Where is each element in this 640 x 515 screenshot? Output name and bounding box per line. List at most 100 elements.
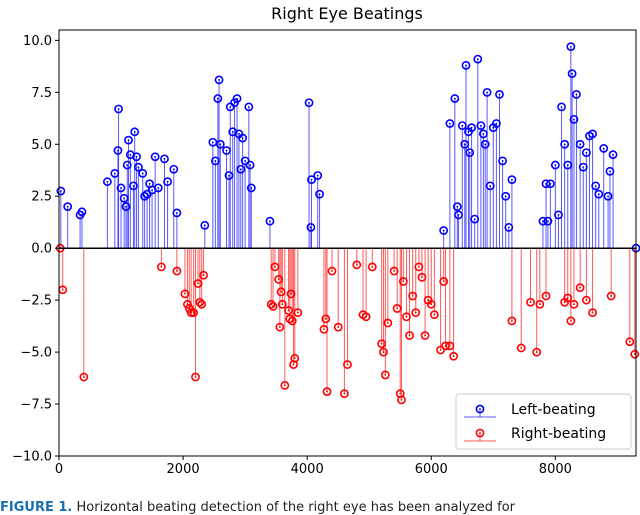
series-right-beating (55, 243, 640, 405)
chart-title: Right Eye Beatings (271, 4, 423, 23)
stem-marker-dot (569, 320, 572, 322)
stem-marker (439, 226, 449, 235)
y-tick-label: 7.5 (31, 86, 52, 101)
stem-marker-dot (365, 315, 368, 318)
stem-marker-dot (175, 270, 178, 272)
stem-marker-dot (424, 334, 426, 337)
stem-marker-dot (129, 153, 132, 156)
stem-marker (379, 347, 388, 357)
stem-marker (560, 139, 570, 149)
stem-marker (498, 156, 508, 166)
stem-marker (124, 135, 133, 145)
stem-marker (445, 341, 455, 351)
stem-marker-dot (82, 376, 85, 378)
stem-marker-dot (453, 97, 456, 100)
stem-marker-dot (461, 124, 464, 127)
stem-marker-dot (421, 276, 423, 279)
stem-marker-dot (219, 143, 222, 146)
x-tick-label: 6000 (415, 462, 448, 477)
stem-marker-dot (239, 168, 242, 171)
legend-marker (475, 428, 485, 438)
stem-marker-dot (538, 303, 541, 306)
stem-marker (313, 171, 323, 180)
stem-marker (557, 102, 566, 112)
stem-marker (210, 156, 220, 166)
stem-marker-dot (597, 193, 600, 196)
stem-marker (526, 297, 535, 307)
stem-marker-dot (489, 184, 492, 187)
stem-marker (478, 129, 488, 139)
stem-marker-dot (229, 105, 232, 108)
stem-marker (569, 299, 579, 309)
stem-marker (445, 119, 455, 128)
stem-marker (392, 304, 402, 313)
stem-marker-dot (175, 211, 178, 214)
stem-marker-dot (591, 133, 594, 135)
stem-marker (480, 139, 490, 149)
legend-label: Right-beating (511, 426, 606, 442)
stem-marker-dot (465, 64, 467, 67)
stem-marker-dot (417, 265, 420, 268)
x-tick-label: 2000 (167, 462, 200, 477)
stem-marker-dot (197, 282, 199, 285)
stem-marker-dot (382, 351, 385, 353)
stem-marker (321, 314, 331, 324)
stem-marker-dot (355, 263, 358, 266)
stem-marker-dot (591, 311, 594, 314)
stem-marker (236, 164, 246, 174)
stem-marker (286, 289, 296, 299)
stem-marker (214, 75, 224, 85)
stem-marker (591, 181, 601, 191)
stem-marker-dot (184, 293, 186, 295)
stem-marker-dot (609, 170, 611, 173)
caption-text: Horizontal beating detection of the righ… (76, 500, 516, 515)
stem-marker-dot (324, 317, 327, 320)
plot-frame (58, 29, 637, 457)
stem-marker (402, 312, 411, 322)
stem-marker (566, 316, 576, 326)
stem-marker-dot (554, 164, 557, 166)
stem-marker (169, 164, 179, 174)
stem-marker (160, 154, 169, 164)
stem-marker-dot (448, 344, 451, 347)
stem-marker-dot (326, 390, 328, 393)
stem-marker-dot (231, 130, 234, 133)
stem-marker-dot (573, 118, 575, 121)
stem-marker-dot (277, 278, 280, 281)
stem-marker (270, 262, 280, 272)
stem-marker (343, 360, 352, 369)
stem-marker-dot (579, 143, 582, 146)
stem-marker-dot (414, 311, 417, 314)
stem-marker-dot (244, 160, 247, 162)
stem-marker (245, 160, 255, 170)
stem-marker-dot (575, 93, 578, 96)
stem-marker-dot (470, 126, 473, 129)
stem-marker-dot (492, 126, 495, 129)
stem-marker-dot (125, 205, 127, 208)
stem-marker-dot (127, 139, 130, 142)
stem-marker-dot (546, 220, 549, 223)
stem-marker-dot (427, 299, 430, 302)
stem-marker-dot (137, 166, 140, 169)
stem-marker-dot (456, 205, 459, 208)
stem-marker-dot (452, 355, 455, 358)
stem-marker (594, 189, 604, 199)
stem-marker (452, 202, 462, 212)
stem-marker (284, 306, 293, 315)
stem-marker-dot (549, 182, 552, 185)
stem-marker (454, 210, 463, 220)
stem-marker (153, 183, 163, 193)
stem-marker-dot (278, 326, 281, 329)
stem-marker (405, 331, 414, 340)
stem-marker (563, 293, 573, 303)
stem-marker-dot (287, 309, 290, 312)
stem-marker (504, 223, 514, 232)
stem-marker (411, 308, 421, 318)
stem-marker-dot (216, 97, 219, 100)
stem-marker (599, 144, 609, 153)
stem-marker (460, 139, 470, 149)
stem-marker-dot (482, 133, 485, 135)
stem-marker-dot (545, 295, 547, 297)
stem-marker (414, 262, 424, 272)
stem-marker-dot (386, 322, 389, 324)
